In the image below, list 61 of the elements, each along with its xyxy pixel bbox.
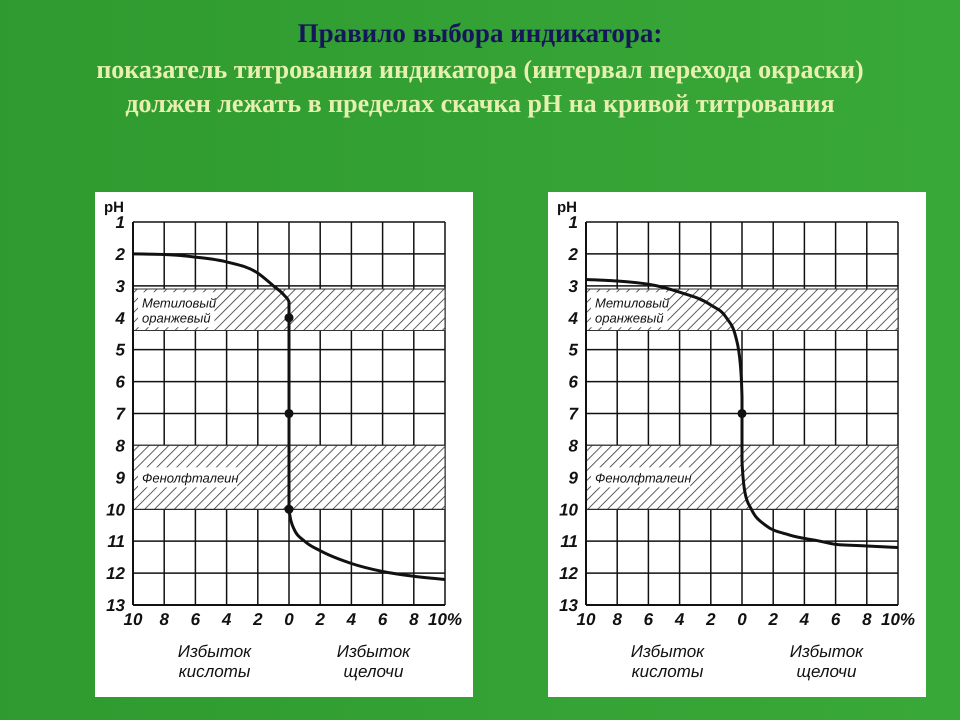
x-tick-label: 10% [428, 610, 462, 630]
y-tick-label: 1 [568, 213, 578, 232]
y-tick-label: 8 [568, 436, 579, 456]
y-tick-label: 7 [568, 404, 580, 424]
x-tick-label: 8 [409, 610, 420, 630]
y-tick-label: 6 [568, 372, 579, 392]
band-label: Фенолфталеин [142, 470, 239, 485]
band-label: Фенолфталеин [595, 470, 692, 485]
y-tick-label: 9 [116, 468, 126, 488]
y-axis-title: pH [104, 199, 124, 216]
point [284, 504, 294, 514]
x-tick-label: 6 [830, 610, 841, 630]
y-tick-label: 2 [114, 244, 126, 264]
x-tick-label: 6 [644, 610, 654, 630]
x-tick-label: 0 [284, 610, 294, 630]
y-tick-label: 11 [107, 532, 125, 552]
y-axis-title: pH [557, 199, 577, 216]
x-tick-label: 8 [862, 610, 872, 630]
chart-title: Правило выбора индикатора: [296, 18, 664, 49]
x-tick-label: 10% [880, 610, 916, 630]
y-tick-label: 4 [114, 308, 126, 328]
y-tick-label: 12 [559, 564, 579, 584]
y-tick-label: 5 [116, 340, 126, 360]
x-tick-label: 0 [737, 610, 748, 630]
text: Избыток щелочи [336, 642, 412, 682]
point [284, 313, 294, 322]
y-tick-label: 12 [106, 564, 126, 584]
y-tick-label: 5 [568, 340, 579, 360]
x-tick-label: 2 [767, 610, 778, 630]
y-tick-label: 2 [568, 244, 579, 264]
text: Избыток кислоты [630, 642, 706, 682]
y-tick-label: 6 [116, 372, 126, 392]
y-tick-label: 8 [116, 436, 126, 456]
chart-subtitle: показатель титрования индикатора (интервал перехода окраски) должен лежать в пределах скачка pH на кривой титрования [95, 54, 865, 120]
x-tick-label: 6 [190, 610, 201, 630]
y-tick-label: 1 [116, 213, 125, 232]
text: Избыток кислоты [176, 642, 252, 682]
x-tick-label: 2 [252, 610, 264, 630]
y-tick-label: 7 [116, 404, 127, 424]
y-tick-label: 3 [116, 276, 126, 296]
band-label: Метиловый оранжевый [142, 294, 216, 325]
x-tick-label: 2 [705, 610, 716, 630]
x-tick-label: 6 [378, 610, 388, 630]
y-tick-label: 3 [568, 276, 579, 296]
x-tick-label: 4 [674, 610, 685, 630]
y-tick-label: 13 [559, 596, 579, 616]
x-tick-label: 4 [798, 610, 810, 630]
y-tick-label: 13 [106, 596, 126, 616]
x-tick-label: 8 [159, 610, 170, 630]
x-tick-label: 4 [220, 610, 232, 630]
band-label: Метиловый оранжевый [595, 294, 670, 325]
x-tick-label: 4 [346, 610, 357, 630]
point [284, 408, 294, 418]
text: Избыток щелочи [788, 642, 864, 682]
y-tick-label: 9 [568, 468, 579, 488]
x-tick-label: 2 [314, 610, 326, 630]
y-tick-label: 4 [568, 308, 579, 328]
x-tick-label: 8 [612, 610, 622, 630]
y-tick-label: 11 [560, 532, 578, 552]
y-tick-label: 10 [559, 500, 579, 520]
y-tick-label: 10 [106, 500, 126, 520]
